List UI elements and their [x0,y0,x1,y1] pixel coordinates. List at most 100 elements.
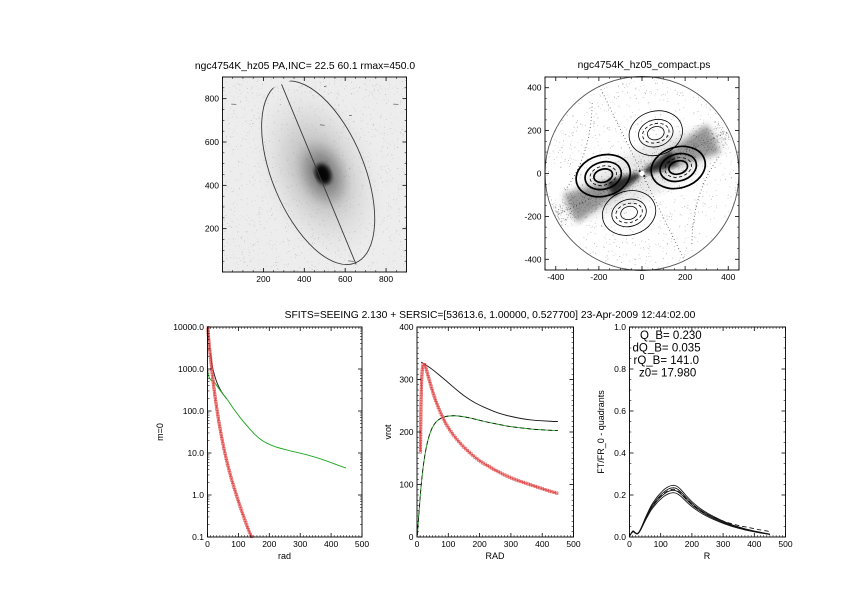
noise-dot [661,94,663,96]
noise-dot [372,78,373,80]
band-dot [713,121,715,123]
noise-dot [237,82,239,84]
noise-dot [386,172,388,174]
noise-dot [389,206,391,207]
noise-dot [264,226,265,228]
noise-dot [263,228,265,230]
contour-dashed [664,157,692,178]
noise-dot [613,225,615,227]
band-dot [722,131,724,133]
noise-dot [259,224,261,225]
noise-dot [320,83,322,85]
noise-dot [393,254,394,255]
noise-dot [258,209,260,210]
noise-dot [405,182,407,183]
noise-dot [234,210,235,211]
band-dot [559,212,561,214]
x-tick-label: 400 [535,539,549,549]
noise-dot [236,267,238,269]
noise-dot [400,143,402,144]
noise-dot [294,243,295,245]
noise-dot [289,240,291,241]
noise-dot [662,257,664,259]
noise-dot [228,143,230,145]
noise-dot [331,259,332,261]
noise-dot [247,237,249,239]
noise-dot [365,115,367,117]
noise-dot [706,165,708,167]
noise-dot [355,104,357,106]
noise-dot [249,137,251,139]
noise-dot [403,175,405,177]
noise-dot [670,88,672,90]
noise-dot [617,96,619,98]
noise-dot [623,216,625,218]
contour-thick [668,159,689,176]
noise-dot [327,92,329,94]
noise-dot [601,148,603,150]
noise-dot [250,147,252,148]
noise-dot [403,123,405,125]
noise-dot [594,134,596,136]
noise-dot [592,136,594,138]
band-dot [724,131,726,133]
noise-dot [644,133,646,135]
noise-dot [371,92,373,94]
noise-dot [564,159,566,161]
noise-dot [266,211,268,212]
noise-dot [377,89,379,91]
noise-dot [401,255,403,257]
noise-dot [243,248,245,250]
noise-dot [378,238,379,240]
noise-dot [662,93,664,95]
noise-dot [396,92,398,94]
noise-dot [273,240,274,242]
noise-dot [389,257,391,259]
noise-dot [285,260,287,262]
noise-dot [274,86,276,88]
noise-dot [706,106,708,108]
noise-dot [691,249,693,251]
noise-dot [697,196,699,198]
noise-dot [245,221,247,223]
fit-title: SFITS=SEEING 2.130 + SERSIC=[53613.6, 1.… [285,310,696,321]
noise-dot [389,197,390,199]
noise-dot [731,177,733,179]
noise-dot [284,264,285,266]
noise-dot [580,163,582,165]
noise-dot [382,166,384,168]
noise-dot [559,213,561,215]
square-marker [460,443,464,447]
noise-dot [612,144,614,146]
nucleus-speck [638,169,641,173]
noise-dot [602,104,604,106]
noise-dot [269,244,271,245]
noise-dot [307,81,309,83]
noise-dot [222,263,224,265]
noise-dot [236,262,238,264]
noise-dot [393,237,395,239]
noise-dot [353,98,355,100]
noise-dot [678,95,680,97]
noise-dot [403,262,405,264]
noise-dot [251,200,253,202]
noise-dot [681,214,683,216]
noise-dot [246,254,248,255]
noise-dot [331,263,333,265]
noise-dot [397,187,399,189]
noise-dot [266,100,267,102]
noise-dot [398,211,400,213]
noise-dot [246,184,248,185]
noise-dot [643,85,645,87]
noise-dot [384,165,386,167]
noise-dot [593,115,595,117]
noise-dot [371,245,372,247]
noise-dot [376,246,378,248]
noise-dot [604,87,606,89]
noise-dot [293,77,294,79]
noise-dot [238,84,240,85]
noise-dot [252,150,254,152]
band-dot [560,214,562,216]
noise-dot [622,254,624,256]
noise-dot [602,85,604,87]
